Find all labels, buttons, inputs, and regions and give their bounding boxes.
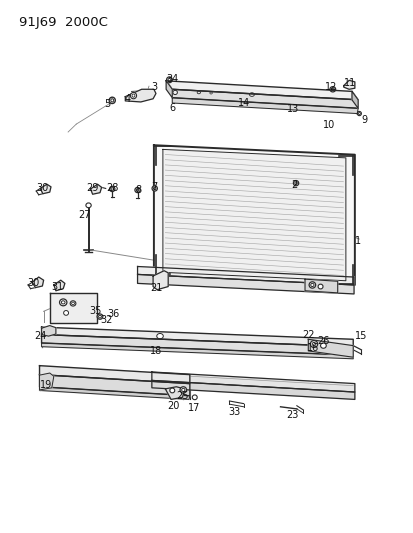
Polygon shape [152,381,354,399]
Text: 30: 30 [27,278,39,288]
Text: 20: 20 [167,401,179,411]
Ellipse shape [166,77,172,83]
Polygon shape [137,266,353,285]
Polygon shape [54,280,65,291]
Polygon shape [343,80,354,90]
Ellipse shape [356,111,361,116]
Polygon shape [152,372,354,392]
Ellipse shape [293,181,298,186]
Polygon shape [40,184,51,193]
Polygon shape [40,375,190,395]
Polygon shape [40,366,190,384]
Polygon shape [41,343,352,359]
Text: 2: 2 [291,180,297,190]
Text: 10: 10 [323,120,335,130]
Text: 26: 26 [316,336,329,346]
Text: 31: 31 [52,281,64,292]
Ellipse shape [152,186,157,191]
Ellipse shape [320,343,325,348]
Ellipse shape [97,314,102,319]
Text: 30: 30 [37,183,49,193]
Ellipse shape [59,299,67,306]
Text: 8: 8 [135,185,141,195]
Polygon shape [41,327,352,346]
Text: 6: 6 [169,103,175,114]
Polygon shape [165,387,184,399]
Ellipse shape [180,387,186,393]
Text: 14: 14 [237,98,249,108]
Text: 12: 12 [325,82,337,92]
Ellipse shape [310,341,317,348]
Polygon shape [153,271,168,290]
Text: 19: 19 [40,380,52,390]
Text: 91J69  2000C: 91J69 2000C [19,16,108,29]
Ellipse shape [173,90,177,94]
Text: 32: 32 [100,316,113,325]
Polygon shape [125,90,156,102]
Text: 11: 11 [343,78,355,88]
Ellipse shape [64,311,69,316]
Ellipse shape [130,92,136,99]
Text: 34: 34 [166,74,178,84]
Text: 21: 21 [150,282,162,293]
Ellipse shape [309,282,315,288]
Text: 27: 27 [78,210,90,220]
Polygon shape [32,277,43,288]
Ellipse shape [135,188,140,192]
Text: 4: 4 [124,94,130,104]
Polygon shape [40,373,54,390]
Text: 7: 7 [151,182,157,192]
Polygon shape [166,81,357,100]
Polygon shape [166,81,172,98]
Text: 17: 17 [187,403,199,413]
Text: 1: 1 [354,236,360,246]
Text: 16: 16 [306,343,318,353]
Text: 36: 36 [107,309,120,319]
Polygon shape [162,149,345,281]
Polygon shape [90,184,101,194]
Polygon shape [154,145,354,285]
Text: 15: 15 [354,331,367,341]
Text: 35: 35 [90,306,102,316]
Polygon shape [308,340,352,357]
Text: 3: 3 [150,82,157,92]
Polygon shape [351,91,357,108]
Text: 33: 33 [228,407,240,417]
Polygon shape [304,279,337,293]
Text: 25: 25 [176,391,188,401]
Ellipse shape [85,203,91,208]
Text: 22: 22 [301,330,314,340]
Ellipse shape [109,97,115,103]
Text: 29: 29 [86,183,99,193]
Polygon shape [172,98,357,114]
Text: 18: 18 [150,346,161,356]
Polygon shape [40,387,190,399]
Ellipse shape [169,388,174,393]
Text: 28: 28 [106,183,118,193]
Ellipse shape [329,87,335,92]
Ellipse shape [317,284,322,289]
Ellipse shape [192,395,197,400]
Ellipse shape [157,334,163,339]
Polygon shape [137,274,353,294]
Polygon shape [41,326,56,336]
Polygon shape [50,293,97,324]
Text: 23: 23 [286,410,298,420]
Text: 24: 24 [34,331,46,341]
Text: 5: 5 [104,99,110,109]
Ellipse shape [109,187,115,191]
Ellipse shape [70,301,76,306]
Polygon shape [172,90,357,108]
Polygon shape [41,335,352,355]
Text: 9: 9 [360,115,366,125]
Text: 13: 13 [286,104,298,114]
